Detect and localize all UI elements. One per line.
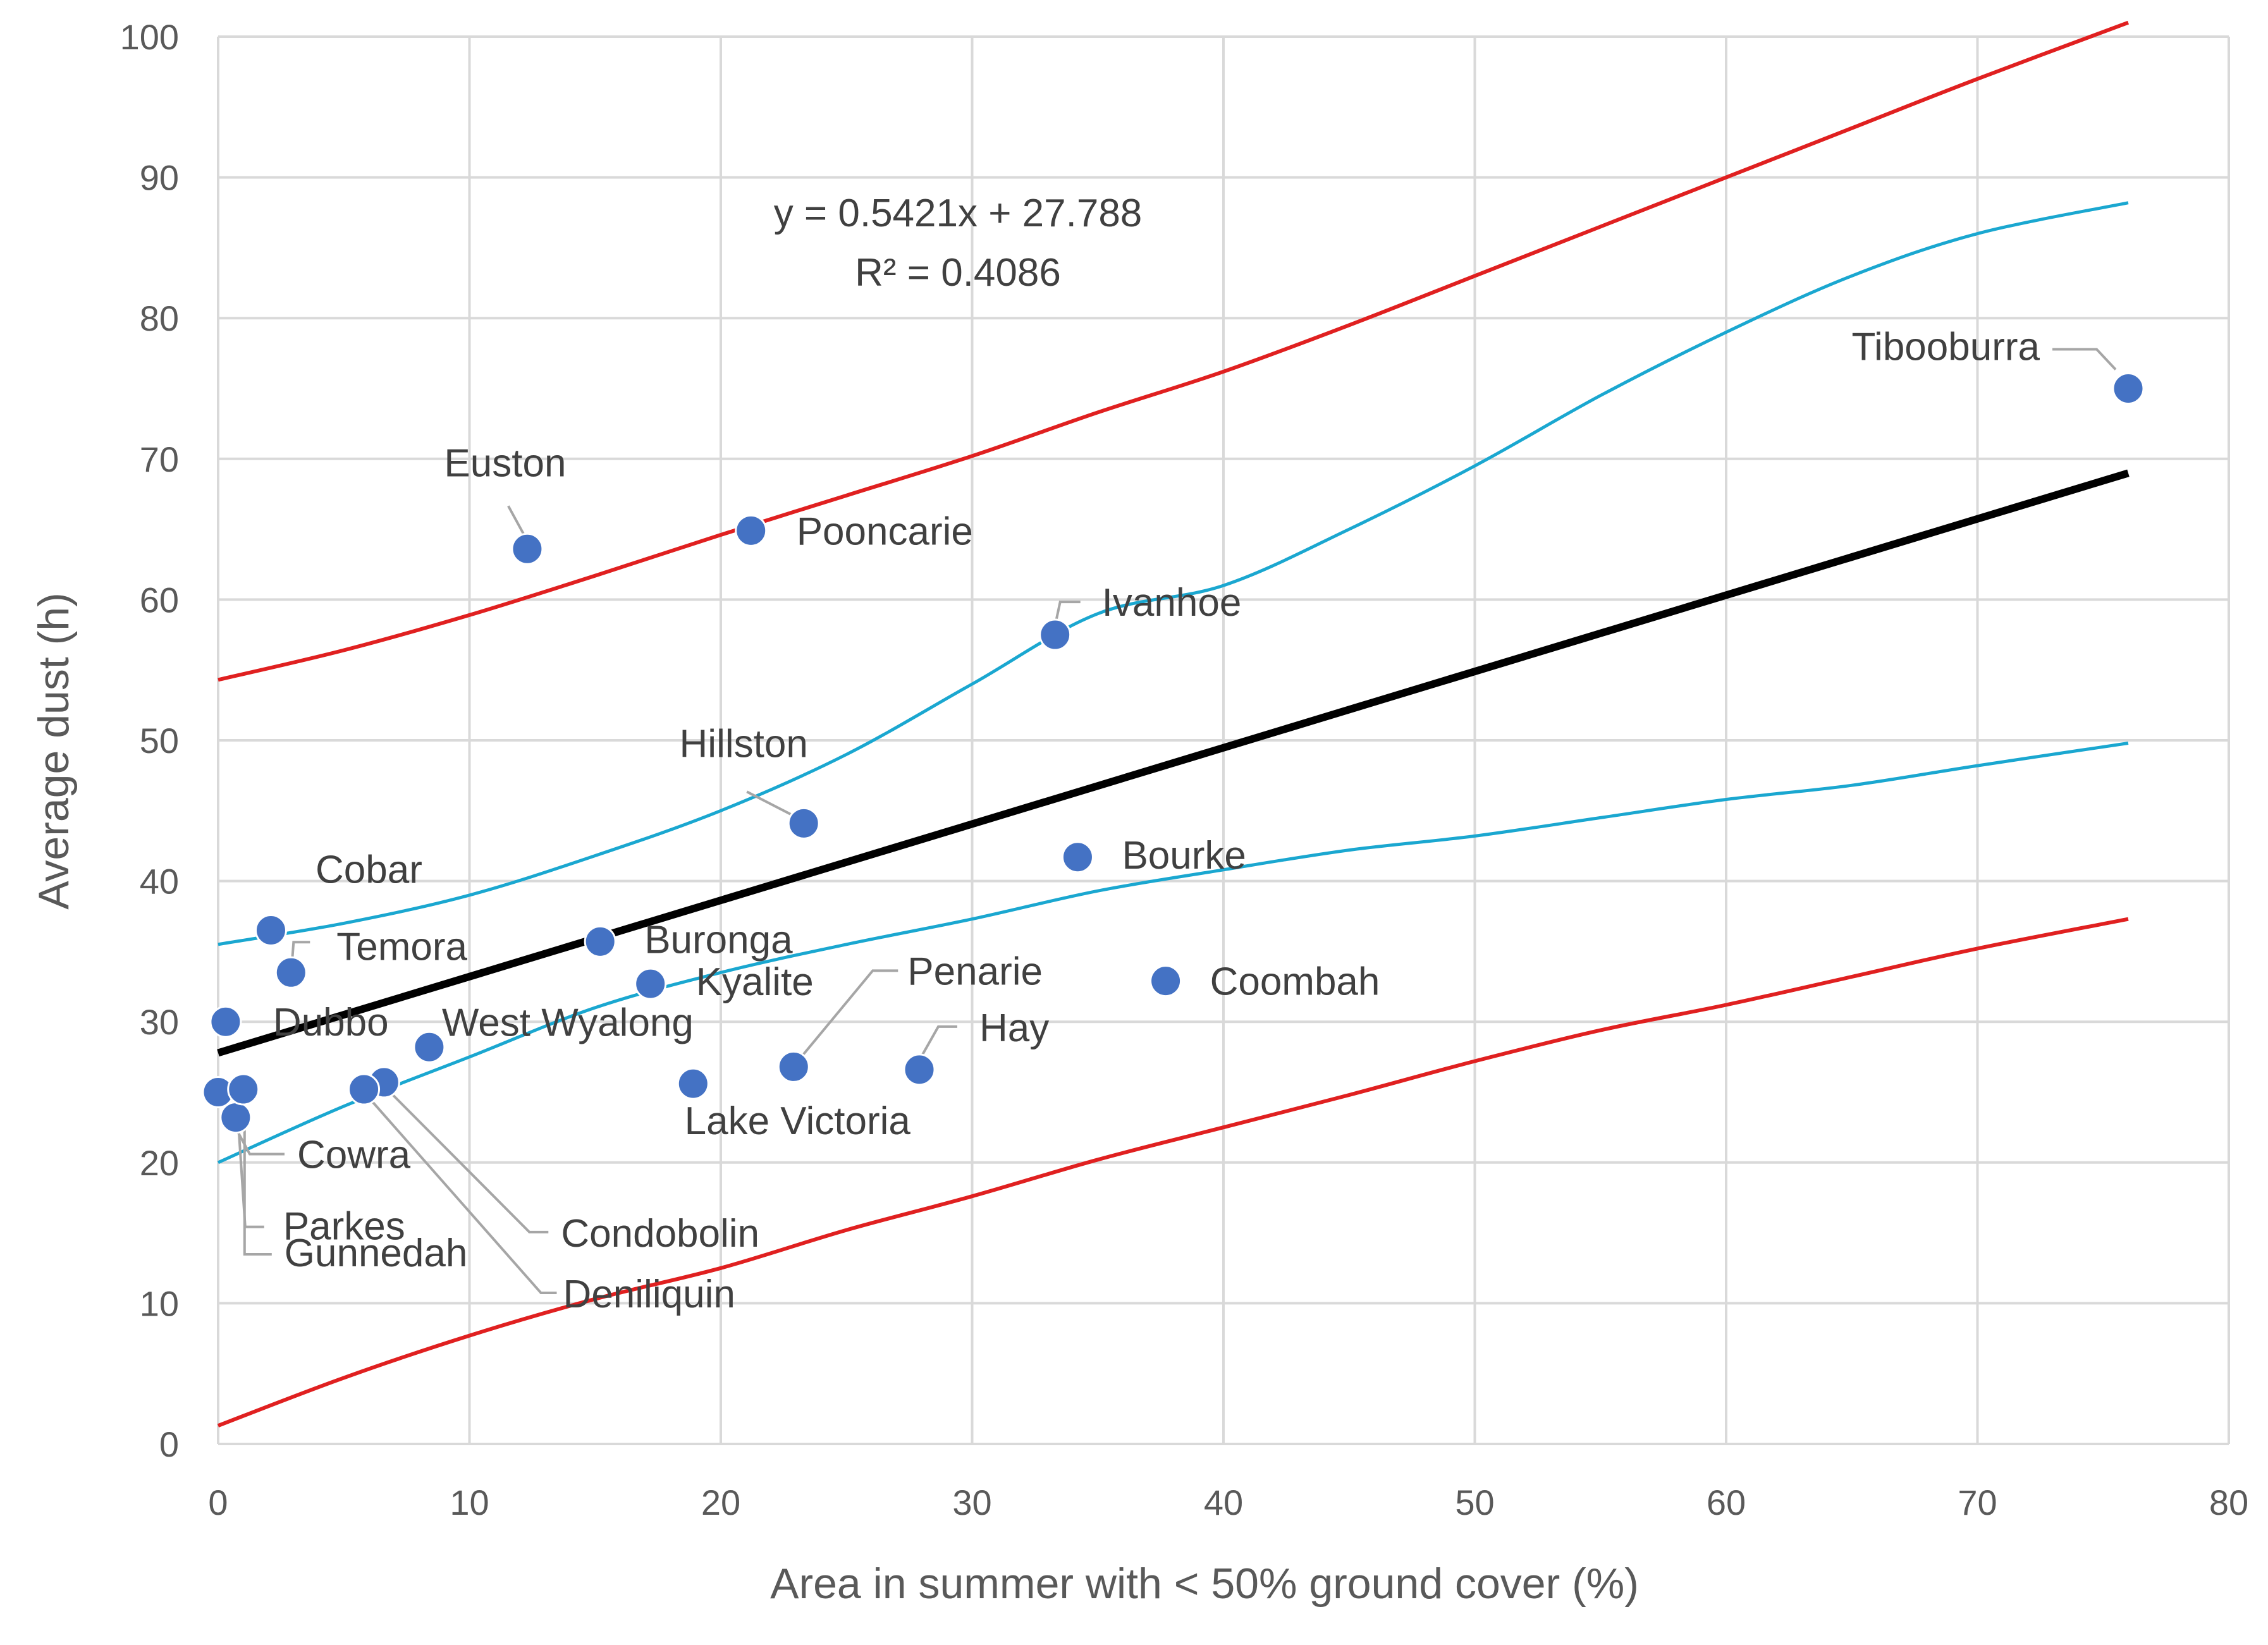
y-tick-label: 70 <box>140 439 179 479</box>
data-label: Condobolin <box>561 1212 759 1256</box>
data-label: Parkes <box>283 1205 405 1249</box>
y-tick-label: 50 <box>140 721 179 761</box>
grid <box>217 35 2230 1445</box>
label-leader-line <box>1055 601 1081 620</box>
data-label: Ivanhoe <box>1102 581 1242 625</box>
x-tick-label: 50 <box>1455 1483 1494 1522</box>
data-points <box>202 372 2145 1134</box>
data-point <box>219 1101 252 1134</box>
data-point <box>584 925 616 958</box>
data-point <box>511 532 544 565</box>
confidence-lower-line <box>217 742 2129 1165</box>
x-tick-label: 60 <box>1707 1483 1746 1522</box>
data-point <box>254 914 287 947</box>
data-label: Lake Victoria <box>685 1099 911 1143</box>
data-label: Hay <box>979 1006 1049 1050</box>
label-leader-line <box>801 969 898 1056</box>
data-label: Buronga <box>644 918 793 962</box>
y-tick-label: 20 <box>140 1143 179 1183</box>
data-point <box>1061 841 1094 874</box>
label-leader-line <box>291 941 310 959</box>
data-point <box>1149 965 1182 998</box>
x-tick-label: 20 <box>701 1483 740 1522</box>
y-tick-label: 30 <box>140 1002 179 1042</box>
trendline-group <box>217 469 2130 1057</box>
x-tick-label: 0 <box>208 1483 228 1522</box>
x-tick-label: 40 <box>1204 1483 1243 1522</box>
y-tick-label: 40 <box>140 862 179 902</box>
data-label: Kyalite <box>696 960 814 1004</box>
data-point <box>227 1073 260 1106</box>
data-label: Temora <box>336 925 467 969</box>
prediction-lower-line <box>217 917 2129 1428</box>
data-label: Tibooburra <box>1851 326 2040 369</box>
label-leader-line <box>243 1104 272 1256</box>
interval-bands <box>217 20 2130 1428</box>
x-tick-label: 10 <box>450 1483 489 1522</box>
trendline-equation: y = 0.5421x + 27.788 <box>774 192 1143 235</box>
y-tick-label: 0 <box>159 1424 179 1464</box>
data-point <box>2112 372 2145 405</box>
data-label: Euston <box>444 441 566 485</box>
y-axis-title: Average dust (h) <box>30 592 78 909</box>
data-point <box>777 1050 810 1083</box>
data-point <box>787 807 820 840</box>
label-leader-line <box>390 1092 549 1233</box>
data-label: Penarie <box>907 950 1043 993</box>
data-point <box>348 1073 381 1106</box>
data-point <box>677 1067 709 1100</box>
confidence-upper-line <box>218 201 2129 946</box>
x-tick-label: 70 <box>1958 1483 1997 1522</box>
trendline <box>217 469 2130 1057</box>
label-leader-line <box>746 790 792 816</box>
label-leader-line <box>370 1099 557 1294</box>
trendline-r2: R² = 0.4086 <box>855 251 1061 295</box>
data-point <box>209 1005 242 1038</box>
y-tick-label: 80 <box>140 298 179 338</box>
data-point <box>903 1053 936 1086</box>
tick-labels: 0 10 20 30 40 50 60 70 80 0 10 20 30 40 50 60 70 80 90 100 <box>120 17 2249 1522</box>
data-label: Deniliquin <box>563 1273 735 1316</box>
data-label: Coombah <box>1210 960 1380 1004</box>
label-leaders <box>222 348 2117 1294</box>
data-label: Pooncarie <box>797 510 973 553</box>
label-leader-line <box>2052 348 2117 370</box>
data-label: Hillston <box>680 722 808 766</box>
prediction-upper-line <box>218 20 2130 682</box>
y-tick-label: 10 <box>140 1283 179 1323</box>
data-point <box>634 967 667 1000</box>
label-leader-line <box>921 1025 957 1056</box>
data-label: Gunnedah <box>285 1232 468 1275</box>
data-point <box>1039 618 1072 651</box>
data-point <box>274 956 307 989</box>
y-tick-label: 100 <box>120 17 179 57</box>
label-leader-line <box>507 505 525 535</box>
data-label: Cowra <box>297 1134 411 1177</box>
data-label: Bourke <box>1122 834 1246 878</box>
data-label: Dubbo <box>273 1001 389 1044</box>
x-tick-label: 30 <box>952 1483 991 1522</box>
data-label: Cobar <box>316 848 422 892</box>
data-point <box>735 514 768 547</box>
x-axis-title: Area in summer with < 50% ground cover (… <box>770 1560 1639 1608</box>
x-tick-label: 80 <box>2209 1483 2248 1522</box>
data-point <box>413 1030 446 1063</box>
data-label: West Wyalong <box>442 1001 694 1044</box>
y-tick-label: 60 <box>140 580 179 620</box>
point-labels: Tibooburra Euston Pooncarie Ivanhoe Hillston… <box>273 326 2040 1317</box>
y-tick-label: 90 <box>140 158 179 198</box>
